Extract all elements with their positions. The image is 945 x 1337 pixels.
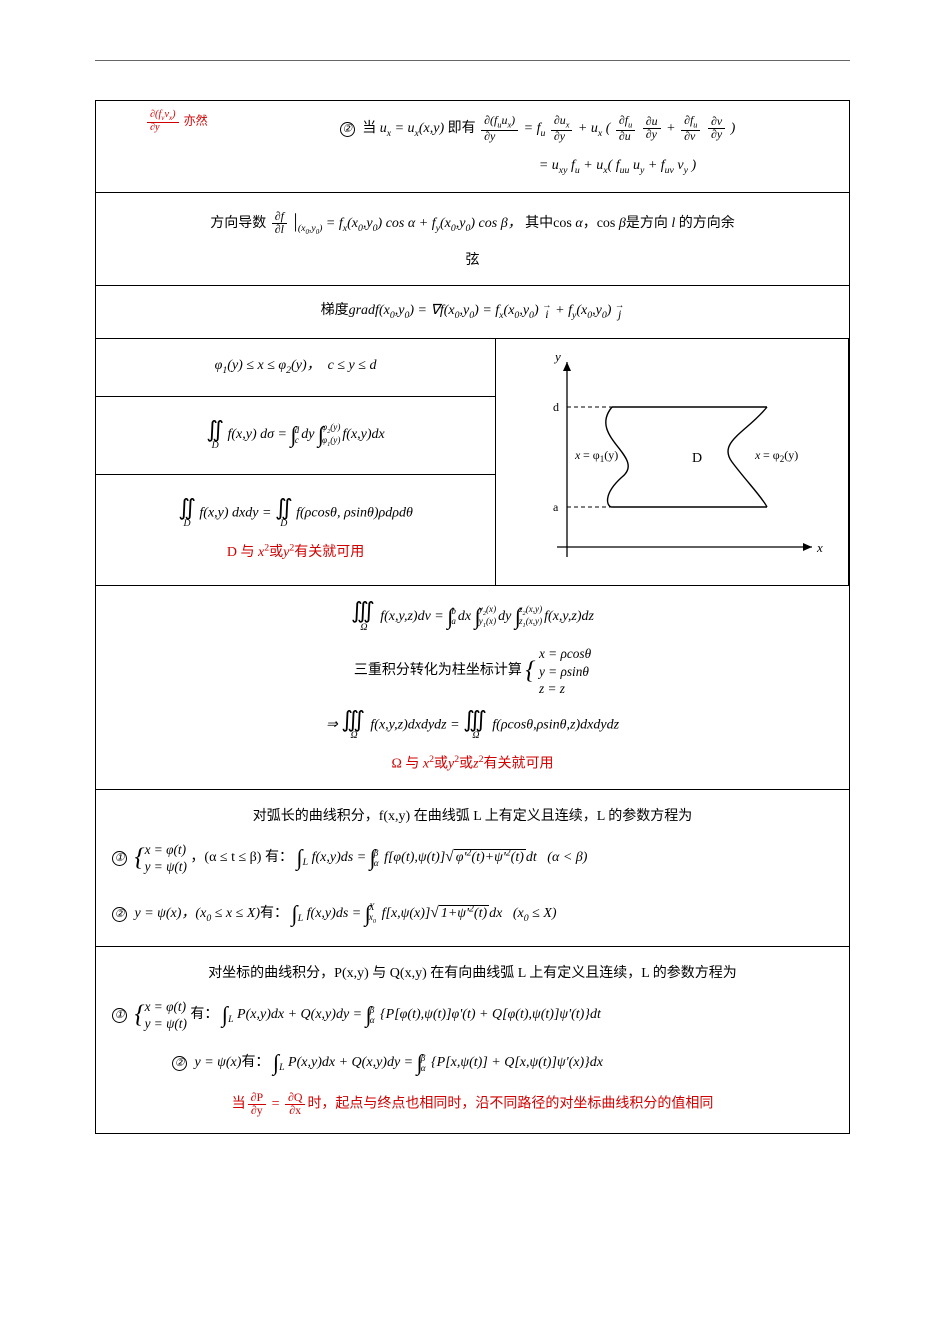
svg-text:y: y <box>553 349 561 364</box>
num-2b-icon: ② <box>112 907 127 922</box>
row-chain-rule: ② 当 ux = ux(x,y) 即有 ∂(fuux)∂y = fu ∂ux∂y… <box>96 101 849 192</box>
note-omega-condition: Ω 与 x2或y2或z2有关就可用 <box>391 753 553 775</box>
num-2-icon: ② <box>340 122 355 137</box>
row-gradient: 梯度gradf(x0,y0) = ∇f(x0,y0) = fx(x0,y0) →… <box>96 286 849 337</box>
svg-text:d: d <box>553 400 559 414</box>
svg-text:a: a <box>553 500 559 514</box>
side-note-fv-vx: ∂(fvvx)∂y ∂(f_v v_x)/∂y 亦然 亦然 <box>145 110 208 133</box>
svg-text:x: x <box>816 540 823 555</box>
svg-text:x: x <box>754 448 761 462</box>
num-2c-icon: ② <box>172 1056 187 1071</box>
formula-table: ② 当 ux = ux(x,y) 即有 ∂(fuux)∂y = fu ∂ux∂y… <box>95 100 850 1134</box>
svg-text:D: D <box>692 451 702 466</box>
row-double-integral-left: φ1(y) ≤ x ≤ φ2(y)， c ≤ y ≤ d ∬D f(x,y) d… <box>96 339 495 585</box>
region-d-diagram: x y d a D x = φ1(y) x = φ2(y) <box>517 347 827 577</box>
row-triple-integral: ∭Ω f(x,y,z)dv = ∫badx ∫y2(x)y1(x)dy ∫z2(… <box>96 586 849 789</box>
num-1b-icon: ① <box>112 1008 127 1023</box>
note-d-condition: D 与 x2或y2有关就可用 <box>227 545 364 560</box>
row-directional-derivative: 方向导数 ∂f∂l |(x0,y0) = fx(x0,y0) cos α + f… <box>96 193 849 285</box>
row-double-integral-diagram: x y d a D x = φ1(y) x = φ2(y) <box>495 339 849 585</box>
header-rule <box>95 60 850 61</box>
num-1-icon: ① <box>112 851 127 866</box>
row-coordinate-line-integral: 对坐标的曲线积分，P(x,y) 与 Q(x,y) 在有向曲线弧 L 上有定义且连… <box>96 947 849 1132</box>
row-arc-length-integral: 对弧长的曲线积分，f(x,y) 在曲线弧 L 上有定义且连续，L 的参数方程为 … <box>96 790 849 946</box>
note-path-independence: 当∂P∂y = ∂Q∂x时，起点与终点也相同时，沿不同路径的对坐标曲线积分的值相… <box>112 1092 833 1117</box>
svg-text:x: x <box>574 448 581 462</box>
svg-text:= φ1(y): = φ1(y) <box>583 448 618 464</box>
svg-text:= φ2(y): = φ2(y) <box>763 448 798 464</box>
